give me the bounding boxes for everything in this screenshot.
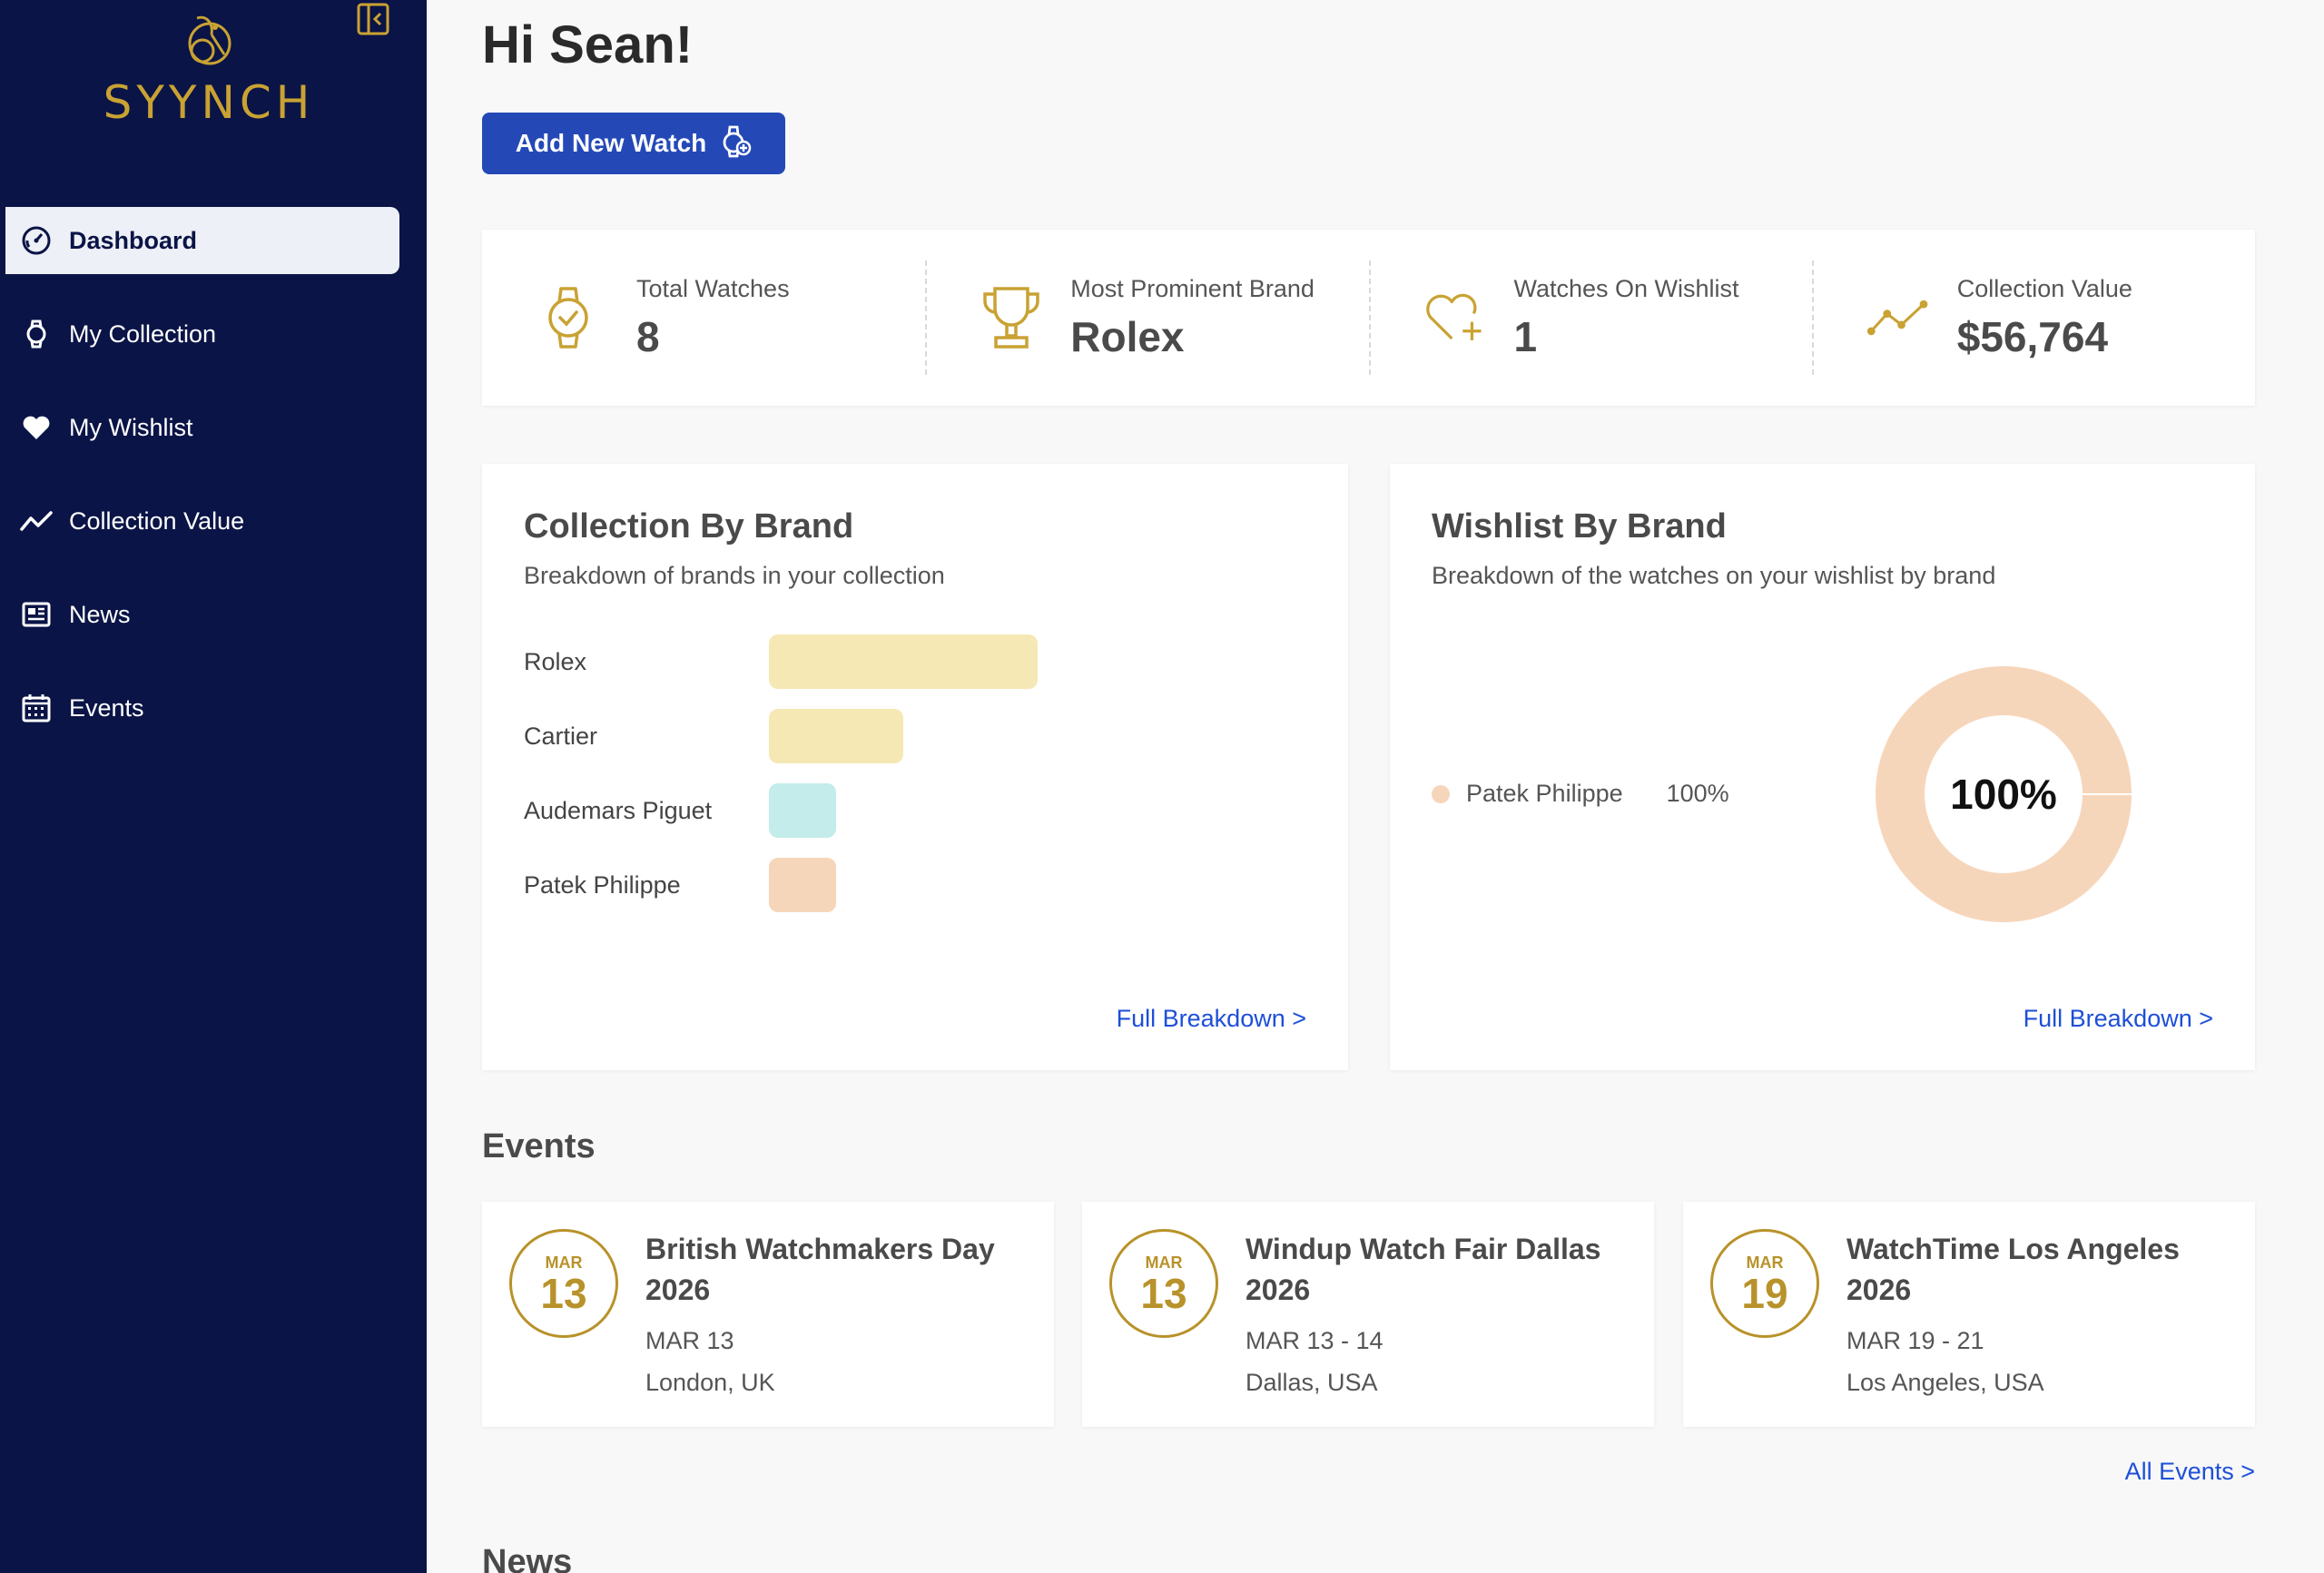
sidebar-item-collection-value[interactable]: Collection Value	[0, 487, 399, 555]
add-new-watch-button[interactable]: Add New Watch	[482, 113, 785, 174]
bar-row: Audemars Piguet	[524, 783, 1250, 838]
event-title: WatchTime Los Angeles 2026	[1846, 1233, 2180, 1306]
card-title: Collection By Brand	[524, 507, 854, 546]
wishlist-donut-chart: 100%	[1876, 666, 2132, 922]
main-content: Hi Sean! Add New Watch Total Watches 8 M…	[427, 0, 2324, 1573]
event-title: British Watchmakers Day 2026	[645, 1233, 995, 1306]
bar-label: Patek Philippe	[524, 870, 681, 899]
sidebar-item-label: News	[69, 600, 131, 628]
stat-total-watches: Total Watches 8	[482, 230, 925, 406]
sidebar-item-news[interactable]: News	[0, 581, 399, 648]
legend-swatch	[1432, 784, 1450, 803]
stat-watches-on-wishlist: Watches On Wishlist 1	[1368, 230, 1812, 406]
sidebar-item-label: Dashboard	[69, 226, 198, 254]
sidebar-item-label: My Wishlist	[69, 413, 193, 441]
bar-row: Cartier	[524, 709, 1250, 763]
sidebar-item-events[interactable]: Events	[0, 674, 399, 742]
bar-row: Patek Philippe	[524, 858, 1250, 912]
events-section-title: Events	[482, 1127, 596, 1165]
gauge-icon	[20, 224, 53, 257]
event-date-badge: MAR 13	[1109, 1229, 1218, 1338]
event-card[interactable]: MAR 13 British Watchmakers Day 2026 MAR …	[482, 1202, 1054, 1427]
heart-icon	[20, 411, 53, 444]
app-logo[interactable]: SYYNCH	[100, 13, 318, 129]
bar-label: Audemars Piguet	[524, 796, 713, 824]
donut-center-label: 100%	[1950, 771, 2057, 818]
watch-check-icon	[537, 281, 600, 354]
wishlist-legend: Patek Philippe 100%	[1432, 780, 1729, 808]
bar-audemars-piguet[interactable]	[769, 783, 836, 838]
stat-value: 8	[636, 312, 660, 360]
event-location: London, UK	[645, 1369, 775, 1396]
sidebar-item-label: Events	[69, 693, 144, 722]
event-day: 13	[1140, 1270, 1187, 1317]
page-title: Hi Sean!	[482, 15, 694, 74]
stat-value: Rolex	[1070, 312, 1185, 360]
stat-label: Most Prominent Brand	[1070, 274, 1315, 302]
event-dates: MAR 19 - 21	[1846, 1327, 1984, 1354]
event-dates: MAR 13	[645, 1327, 734, 1354]
bar-cartier[interactable]	[769, 709, 903, 763]
bar-label: Cartier	[524, 722, 598, 750]
stat-value: 1	[1513, 312, 1538, 360]
collection-by-brand-card: Collection By Brand Breakdown of brands …	[482, 464, 1348, 1070]
stats-panel: Total Watches 8 Most Prominent Brand Rol…	[482, 230, 2255, 406]
event-dates: MAR 13 - 14	[1246, 1327, 1384, 1354]
watch-plus-icon	[719, 123, 752, 165]
bar-label: Rolex	[524, 647, 587, 675]
event-day: 13	[540, 1270, 587, 1317]
logo-text: SYYNCH	[103, 76, 315, 129]
donut-slice-patek-philippe[interactable]	[1876, 666, 2132, 922]
card-subtitle: Breakdown of brands in your collection	[524, 562, 945, 589]
add-new-watch-label: Add New Watch	[515, 129, 707, 157]
stat-value: $56,764	[1956, 312, 2109, 360]
legend-label: Patek Philippe	[1466, 780, 1623, 807]
card-title: Wishlist By Brand	[1432, 507, 1727, 546]
event-date-badge: MAR 19	[1710, 1229, 1819, 1338]
calendar-icon	[20, 692, 53, 724]
trend-icon	[1866, 281, 1930, 354]
event-day: 19	[1741, 1270, 1788, 1317]
sidebar-item-label: My Collection	[69, 320, 217, 348]
stat-most-prominent-brand: Most Prominent Brand Rolex	[925, 230, 1368, 406]
trophy-icon	[980, 281, 1043, 354]
sidebar-item-label: Collection Value	[69, 506, 245, 535]
wishlist-full-breakdown-link[interactable]: Full Breakdown >	[2023, 1005, 2213, 1032]
sidebar-item-my-wishlist[interactable]: My Wishlist	[0, 394, 399, 461]
logo-icon	[188, 15, 231, 65]
stat-label: Collection Value	[1956, 274, 2132, 302]
bar-row: Rolex	[524, 634, 1250, 689]
event-month: MAR	[1746, 1253, 1784, 1272]
legend-percent: 100%	[1666, 780, 1729, 807]
stat-collection-value: Collection Value $56,764	[1811, 230, 2255, 406]
wishlist-by-brand-card: Wishlist By Brand Breakdown of the watch…	[1390, 464, 2255, 1070]
sidebar-collapse-icon[interactable]	[356, 2, 390, 36]
event-location: Los Angeles, USA	[1846, 1369, 2044, 1396]
event-date-badge: MAR 13	[509, 1229, 618, 1338]
sidebar: SYYNCH Dashboard My Collection My Wishli…	[0, 0, 427, 1573]
event-card[interactable]: MAR 19 WatchTime Los Angeles 2026 MAR 19…	[1683, 1202, 2255, 1427]
sidebar-item-my-collection[interactable]: My Collection	[0, 300, 399, 368]
news-section-title: News	[482, 1543, 573, 1573]
card-subtitle: Breakdown of the watches on your wishlis…	[1432, 562, 1996, 589]
bar-rolex[interactable]	[769, 634, 1038, 689]
sidebar-item-dashboard[interactable]: Dashboard	[0, 207, 399, 274]
stat-label: Watches On Wishlist	[1513, 274, 1739, 302]
collection-full-breakdown-link[interactable]: Full Breakdown >	[1116, 1005, 1306, 1032]
trend-icon	[20, 505, 53, 537]
watch-icon	[20, 318, 53, 350]
news-icon	[20, 598, 53, 631]
event-title: Windup Watch Fair Dallas 2026	[1246, 1233, 1601, 1306]
event-card[interactable]: MAR 13 Windup Watch Fair Dallas 2026 MAR…	[1082, 1202, 1654, 1427]
heart-plus-icon	[1423, 281, 1487, 354]
sidebar-nav: Dashboard My Collection My Wishlist Coll…	[0, 207, 399, 768]
event-location: Dallas, USA	[1246, 1369, 1378, 1396]
bar-patek-philippe[interactable]	[769, 858, 836, 912]
event-month: MAR	[545, 1253, 583, 1272]
stat-label: Total Watches	[636, 274, 790, 302]
all-events-link[interactable]: All Events >	[2124, 1458, 2255, 1485]
event-month: MAR	[1145, 1253, 1183, 1272]
